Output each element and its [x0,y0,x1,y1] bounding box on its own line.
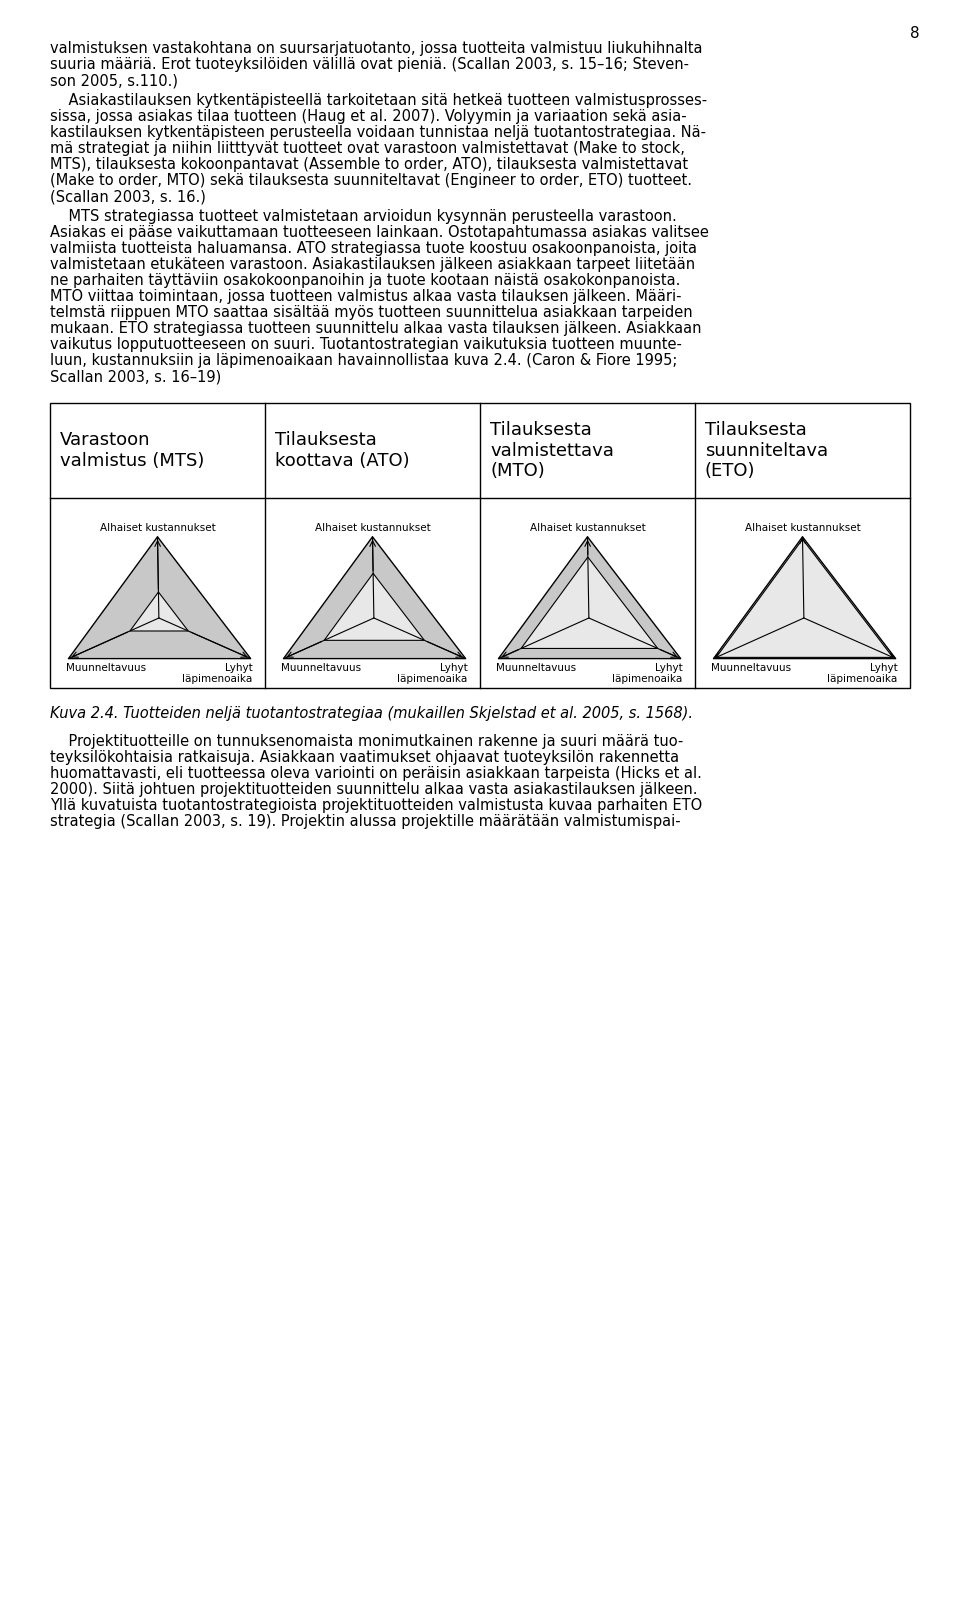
Text: Alhaiset kustannukset: Alhaiset kustannukset [315,524,430,533]
Text: Scallan 2003, s. 16–19): Scallan 2003, s. 16–19) [50,368,221,384]
Text: MTS strategiassa tuotteet valmistetaan arvioidun kysynnän perusteella varastoon.: MTS strategiassa tuotteet valmistetaan a… [50,210,677,224]
Polygon shape [283,536,466,658]
Text: suuria määriä. Erot tuoteyksilöiden välillä ovat pieniä. (Scallan 2003, s. 15–16: suuria määriä. Erot tuoteyksilöiden väli… [50,58,689,72]
Text: kastilauksen kytkentäpisteen perusteella voidaan tunnistaa neljä tuotantostrateg: kastilauksen kytkentäpisteen perusteella… [50,125,706,139]
Text: valmistuksen vastakohtana on suursarjatuotanto, jossa tuotteita valmistuu liukuh: valmistuksen vastakohtana on suursarjatu… [50,42,703,56]
Text: Projektituotteille on tunnuksenomaista monimutkainen rakenne ja suuri määrä tuo-: Projektituotteille on tunnuksenomaista m… [50,733,684,749]
Text: ne parhaiten täyttäviin osakokoonpanoihin ja tuote kootaan näistä osakokonpanois: ne parhaiten täyttäviin osakokoonpanoihi… [50,274,681,288]
Bar [50,403,910,688]
Polygon shape [68,536,251,658]
Text: MTO viittaa toimintaan, jossa tuotteen valmistus alkaa vasta tilauksen jälkeen. : MTO viittaa toimintaan, jossa tuotteen v… [50,290,682,304]
Text: (Make to order, MTO) sekä tilauksesta suunniteltavat (Engineer to order, ETO) tu: (Make to order, MTO) sekä tilauksesta su… [50,173,692,187]
Polygon shape [130,592,188,631]
Text: Muunneltavuus: Muunneltavuus [66,663,147,672]
Text: luun, kustannuksiin ja läpimenoaikaan havainnollistaa kuva 2.4. (Caron & Fiore 1: luun, kustannuksiin ja läpimenoaikaan ha… [50,352,678,368]
Text: mukaan. ETO strategiassa tuotteen suunnittelu alkaa vasta tilauksen jälkeen. Asi: mukaan. ETO strategiassa tuotteen suunni… [50,320,702,336]
Text: mä strategiat ja niihin liitttyvät tuotteet ovat varastoon valmistettavat (Make : mä strategiat ja niihin liitttyvät tuott… [50,141,684,155]
Text: valmiista tuotteista haluamansa. ATO strategiassa tuote koostuu osakoonpanoista,: valmiista tuotteista haluamansa. ATO str… [50,242,697,256]
Text: son 2005, s.110.): son 2005, s.110.) [50,74,178,88]
Polygon shape [521,557,658,648]
Text: Yllä kuvatuista tuotantostrategioista projektituotteiden valmistusta kuvaa parha: Yllä kuvatuista tuotantostrategioista pr… [50,797,703,813]
Text: huomattavasti, eli tuotteessa oleva variointi on peräisin asiakkaan tarpeista (H: huomattavasti, eli tuotteessa oleva vari… [50,765,702,781]
Text: Tilauksesta
valmistettava
(MTO): Tilauksesta valmistettava (MTO) [490,421,613,480]
Text: telmstä riippuen MTO saattaa sisältää myös tuotteen suunnittelua asiakkaan tarpe: telmstä riippuen MTO saattaa sisältää my… [50,306,692,320]
Text: MTS), tilauksesta kokoonpantavat (Assemble to order, ATO), tilauksesta valmistet: MTS), tilauksesta kokoonpantavat (Assemb… [50,157,688,171]
Text: Lyhyt
läpimenoaika: Lyhyt läpimenoaika [828,663,898,684]
Text: Muunneltavuus: Muunneltavuus [711,663,792,672]
Text: Alhaiset kustannukset: Alhaiset kustannukset [100,524,215,533]
Polygon shape [324,573,424,640]
Text: valmistetaan etukäteen varastoon. Asiakastilauksen jälkeen asiakkaan tarpeet lii: valmistetaan etukäteen varastoon. Asiaka… [50,258,695,272]
Text: Varastoon
valmistus (MTS): Varastoon valmistus (MTS) [60,431,204,471]
Text: Tilauksesta
suunniteltava
(ETO): Tilauksesta suunniteltava (ETO) [705,421,828,480]
Text: Lyhyt
läpimenoaika: Lyhyt läpimenoaika [182,663,252,684]
Text: strategia (Scallan 2003, s. 19). Projektin alussa projektille määrätään valmistu: strategia (Scallan 2003, s. 19). Projekt… [50,813,681,829]
Text: 8: 8 [910,26,920,42]
Text: (Scallan 2003, s. 16.): (Scallan 2003, s. 16.) [50,189,205,203]
Text: vaikutus lopputuotteeseen on suuri. Tuotantostrategian vaikutuksia tuotteen muun: vaikutus lopputuotteeseen on suuri. Tuot… [50,336,682,352]
Text: Alhaiset kustannukset: Alhaiset kustannukset [745,524,860,533]
Text: Lyhyt
läpimenoaika: Lyhyt läpimenoaika [397,663,468,684]
Text: teyksilökohtaisia ratkaisuja. Asiakkaan vaatimukset ohjaavat tuoteyksilön rakenn: teyksilökohtaisia ratkaisuja. Asiakkaan … [50,749,679,765]
Text: Tilauksesta
koottava (ATO): Tilauksesta koottava (ATO) [275,431,410,471]
Text: Asiakastilauksen kytkentäpisteellä tarkoitetaan sitä hetkeä tuotteen valmistuspr: Asiakastilauksen kytkentäpisteellä tarko… [50,93,708,107]
Text: Asiakas ei pääse vaikuttamaan tuotteeseen lainkaan. Ostotapahtumassa asiakas val: Asiakas ei pääse vaikuttamaan tuotteesee… [50,226,708,240]
Text: Muunneltavuus: Muunneltavuus [496,663,577,672]
Text: Alhaiset kustannukset: Alhaiset kustannukset [530,524,645,533]
Text: Muunneltavuus: Muunneltavuus [281,663,362,672]
Polygon shape [498,536,681,658]
Text: 2000). Siitä johtuen projektituotteiden suunnittelu alkaa vasta asiakastilauksen: 2000). Siitä johtuen projektituotteiden … [50,781,698,797]
Polygon shape [716,540,893,658]
Text: Kuva 2.4. Tuotteiden neljä tuotantostrategiaa (mukaillen Skjelstad et al. 2005, : Kuva 2.4. Tuotteiden neljä tuotantostrat… [50,706,693,720]
Text: Lyhyt
läpimenoaika: Lyhyt läpimenoaika [612,663,683,684]
Text: sissa, jossa asiakas tilaa tuotteen (Haug et al. 2007). Volyymin ja variaation s: sissa, jossa asiakas tilaa tuotteen (Hau… [50,109,686,123]
Polygon shape [713,536,896,658]
